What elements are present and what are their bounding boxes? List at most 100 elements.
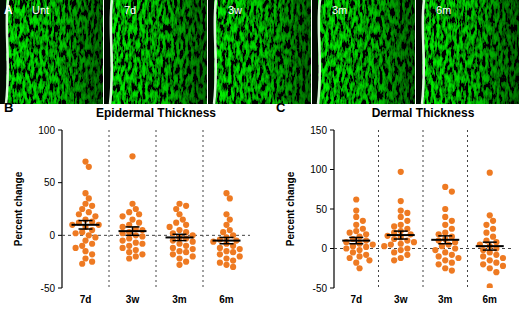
data-point — [363, 252, 369, 258]
category-separator — [156, 130, 157, 288]
data-point — [129, 153, 135, 159]
y-tick-label: 0 — [49, 230, 55, 241]
data-point — [129, 201, 135, 207]
data-point — [398, 255, 404, 261]
panel-label: C — [276, 100, 286, 115]
x-tick-label: 3m — [438, 294, 453, 305]
dot-chart: CDermal ThicknessPercent change-50050100… — [276, 100, 512, 305]
data-point — [404, 218, 410, 224]
data-point — [79, 243, 85, 249]
error-cap — [349, 237, 363, 239]
data-point — [190, 239, 196, 245]
data-point — [82, 159, 88, 165]
data-point — [210, 239, 216, 245]
data-point — [190, 253, 196, 259]
data-point — [86, 209, 92, 215]
y-tick-label: 0 — [321, 243, 327, 254]
data-point — [391, 249, 397, 255]
data-point — [183, 222, 189, 228]
data-point — [480, 261, 486, 267]
data-point — [82, 248, 88, 254]
data-point — [391, 223, 397, 229]
data-point — [487, 212, 493, 218]
data-point — [82, 255, 88, 261]
data-point — [237, 246, 243, 252]
data-point — [442, 222, 448, 228]
tissue — [214, 0, 311, 104]
data-point — [133, 253, 139, 259]
tile-bg — [208, 0, 311, 104]
data-point — [370, 241, 376, 247]
y-tick — [330, 169, 334, 170]
tile-label: 7d — [124, 4, 136, 16]
data-point — [353, 214, 359, 220]
data-point — [350, 249, 356, 255]
data-group — [69, 153, 243, 270]
data-point — [356, 247, 362, 253]
data-point — [230, 264, 236, 270]
tissue-shade — [110, 0, 207, 104]
data-point — [356, 265, 362, 271]
x-tick-label: 7d — [80, 294, 92, 305]
data-point — [176, 211, 182, 217]
y-axis — [61, 130, 62, 288]
data-group — [342, 169, 506, 288]
data-point — [176, 241, 182, 247]
category-separator — [203, 130, 204, 288]
tissue-shade — [6, 0, 103, 104]
data-point — [92, 234, 98, 240]
data-point — [126, 249, 132, 255]
y-tick-label: -50 — [313, 283, 328, 294]
error-cap — [438, 235, 452, 237]
y-axis-label: Percent change — [285, 171, 296, 246]
data-point — [353, 207, 359, 213]
data-point — [89, 203, 95, 209]
tile-label: Unt — [32, 4, 49, 16]
data-point — [173, 206, 179, 212]
data-point — [483, 230, 489, 236]
data-point — [82, 190, 88, 196]
data-point — [353, 196, 359, 202]
data-point — [120, 224, 126, 230]
data-point — [347, 255, 353, 261]
tissue-shade — [422, 0, 519, 104]
data-point — [170, 230, 176, 236]
error-cap — [79, 228, 93, 230]
tile-bg — [312, 0, 415, 104]
y-tick-label: 50 — [44, 177, 56, 188]
data-point — [404, 252, 410, 258]
y-tick — [58, 130, 62, 131]
data-point — [398, 198, 404, 204]
error-cap — [220, 243, 234, 245]
tissue — [6, 0, 103, 104]
data-point — [230, 249, 236, 255]
y-tick-label: 100 — [310, 164, 327, 175]
panel-label: B — [4, 100, 13, 115]
data-point — [356, 234, 362, 240]
data-point — [183, 249, 189, 255]
data-point — [455, 255, 461, 261]
data-point — [353, 228, 359, 234]
y-tick — [330, 288, 334, 289]
data-point — [347, 230, 353, 236]
data-point — [449, 260, 455, 266]
tile-bg — [416, 0, 519, 104]
category-separator — [467, 130, 468, 288]
data-point — [223, 262, 229, 268]
x-tick-label: 3m — [172, 294, 187, 305]
data-point — [139, 241, 145, 247]
data-point — [442, 249, 448, 255]
data-point — [490, 226, 496, 232]
data-point — [449, 226, 455, 232]
data-point — [356, 253, 362, 259]
error-cap — [126, 226, 140, 228]
data-point — [217, 245, 223, 251]
data-point — [363, 244, 369, 250]
data-point — [173, 220, 179, 226]
data-point — [183, 243, 189, 249]
error-cap — [438, 243, 452, 245]
x-tick-label: 3w — [394, 294, 408, 305]
data-point — [442, 265, 448, 271]
data-point — [442, 206, 448, 212]
tissue-shade — [214, 0, 311, 104]
